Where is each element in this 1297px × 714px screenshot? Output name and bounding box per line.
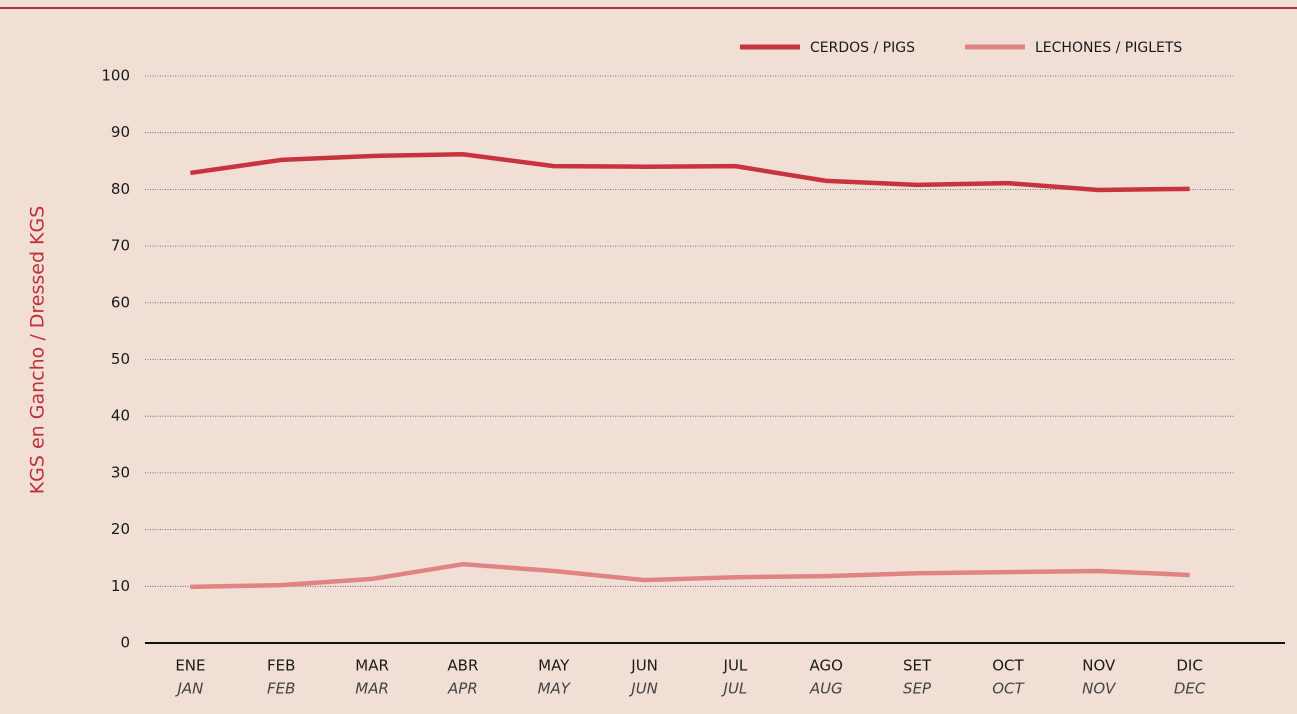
series-line bbox=[190, 151, 1190, 193]
x-tick-label: AGO bbox=[810, 657, 843, 675]
x-tick-label-en: JUL bbox=[721, 680, 748, 698]
legend-label: CERDOS / PIGS bbox=[810, 40, 915, 56]
x-tick-label: JUN bbox=[630, 657, 658, 675]
x-tick-label-en: NOV bbox=[1082, 680, 1117, 698]
y-tick-label: 30 bbox=[111, 463, 130, 481]
top-rule bbox=[0, 7, 1297, 9]
x-tick-label: NOV bbox=[1082, 657, 1116, 675]
x-tick-label-en: AUG bbox=[809, 680, 843, 698]
x-tick-label: OCT bbox=[992, 657, 1024, 675]
x-tick-label-en: DEC bbox=[1174, 680, 1206, 698]
x-tick-label-en: JUN bbox=[628, 680, 658, 698]
x-tick-label: JUL bbox=[723, 657, 748, 675]
x-tick-label: DIC bbox=[1176, 657, 1202, 675]
y-tick-label: 70 bbox=[111, 237, 130, 255]
y-tick-label: 40 bbox=[111, 407, 130, 425]
y-tick-label: 0 bbox=[120, 634, 130, 652]
x-tick-label-en: MAR bbox=[355, 680, 389, 698]
x-tick-label: FEB bbox=[267, 657, 295, 675]
x-tick-label: MAR bbox=[355, 657, 389, 675]
series-line bbox=[190, 561, 1190, 590]
x-tick-label: SET bbox=[903, 657, 932, 675]
x-tick-label-en: FEB bbox=[267, 680, 295, 698]
y-tick-label: 10 bbox=[111, 577, 130, 595]
x-tick-label-en: APR bbox=[447, 680, 478, 698]
y-tick-label: 60 bbox=[111, 293, 130, 311]
x-tick-label-en: MAY bbox=[538, 680, 572, 698]
x-tick-label-en: SEP bbox=[903, 680, 932, 698]
x-tick-label: ENE bbox=[175, 657, 205, 675]
legend-label: LECHONES / PIGLETS bbox=[1035, 40, 1182, 56]
y-axis-label: KGS en Gancho / Dressed KGS bbox=[27, 206, 49, 495]
x-tick-label: MAY bbox=[538, 657, 570, 675]
y-tick-label: 90 bbox=[111, 123, 130, 141]
x-tick-label-en: JAN bbox=[174, 680, 203, 698]
x-tick-label: ABR bbox=[447, 657, 478, 675]
y-tick-label: 100 bbox=[101, 67, 130, 85]
y-tick-label: 50 bbox=[111, 350, 130, 368]
y-tick-label: 80 bbox=[111, 180, 130, 198]
y-tick-label: 20 bbox=[111, 520, 130, 538]
x-tick-label-en: OCT bbox=[992, 680, 1025, 698]
